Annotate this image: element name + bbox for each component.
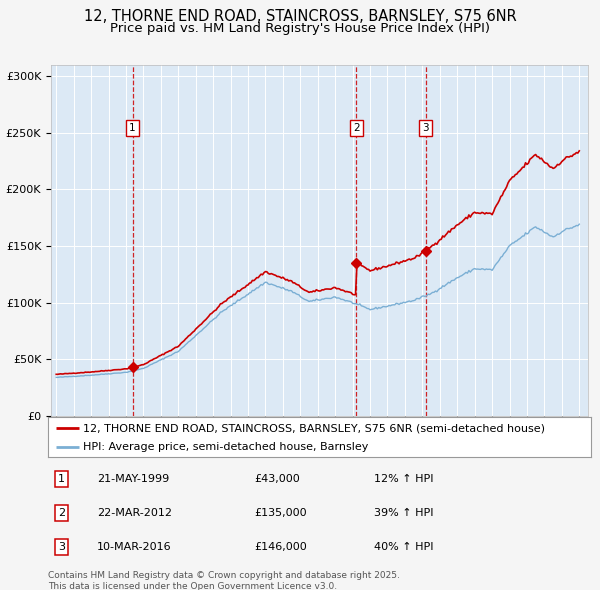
Text: Contains HM Land Registry data © Crown copyright and database right 2025.
This d: Contains HM Land Registry data © Crown c…	[48, 571, 400, 590]
Text: £146,000: £146,000	[254, 542, 307, 552]
Text: 12, THORNE END ROAD, STAINCROSS, BARNSLEY, S75 6NR (semi-detached house): 12, THORNE END ROAD, STAINCROSS, BARNSLE…	[83, 424, 545, 434]
Text: 21-MAY-1999: 21-MAY-1999	[97, 474, 169, 484]
Text: £135,000: £135,000	[254, 509, 307, 518]
Text: £43,000: £43,000	[254, 474, 300, 484]
Text: 1: 1	[129, 123, 136, 133]
Text: 3: 3	[422, 123, 429, 133]
Text: 3: 3	[58, 542, 65, 552]
Text: HPI: Average price, semi-detached house, Barnsley: HPI: Average price, semi-detached house,…	[83, 442, 368, 452]
Text: 39% ↑ HPI: 39% ↑ HPI	[374, 509, 433, 518]
Text: 2: 2	[353, 123, 360, 133]
Text: Price paid vs. HM Land Registry's House Price Index (HPI): Price paid vs. HM Land Registry's House …	[110, 22, 490, 35]
Text: 1: 1	[58, 474, 65, 484]
Text: 40% ↑ HPI: 40% ↑ HPI	[374, 542, 433, 552]
Text: 2: 2	[58, 509, 65, 518]
Text: 12, THORNE END ROAD, STAINCROSS, BARNSLEY, S75 6NR: 12, THORNE END ROAD, STAINCROSS, BARNSLE…	[83, 9, 517, 24]
Text: 10-MAR-2016: 10-MAR-2016	[97, 542, 172, 552]
Text: 22-MAR-2012: 22-MAR-2012	[97, 509, 172, 518]
Text: 12% ↑ HPI: 12% ↑ HPI	[374, 474, 433, 484]
